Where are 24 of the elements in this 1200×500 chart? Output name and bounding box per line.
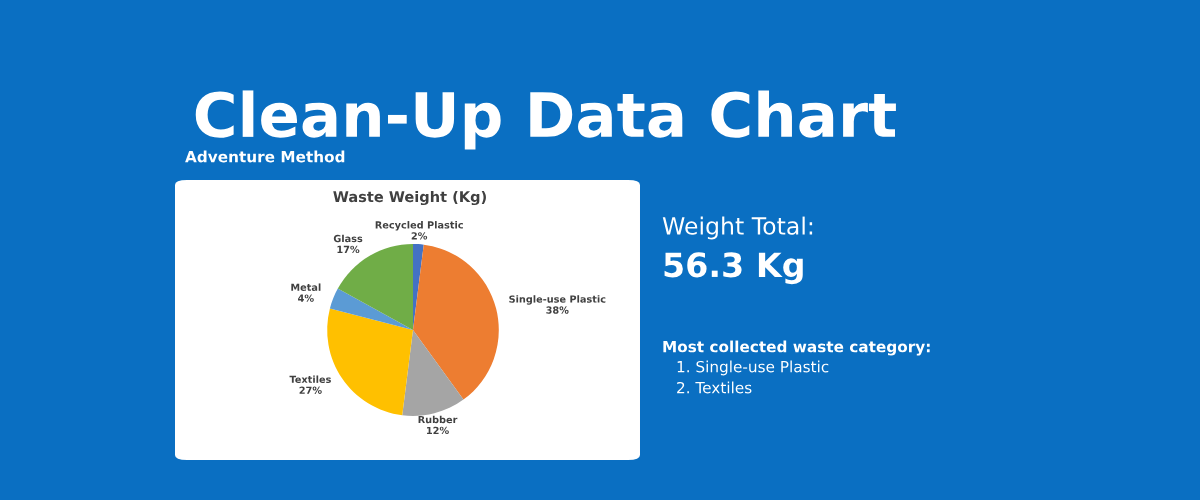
slice-label: Glass: [333, 234, 363, 243]
data-label: 2%: [411, 232, 428, 240]
data-label: 4%: [298, 294, 314, 302]
data-label: 12%: [427, 426, 449, 435]
text: Weight Total:: [662, 216, 813, 240]
text: 1. Single-use Plastic: [677, 360, 829, 376]
text: 2. Textiles: [677, 381, 752, 394]
slice-label: Recycled Plastic: [375, 221, 463, 231]
data-label: 27%: [299, 386, 322, 394]
slice-label: Rubber: [418, 415, 458, 424]
chart-title: Clean-Up Data Chart: [195, 90, 896, 150]
data-label: 17%: [337, 245, 360, 254]
text: Most collected waste category:: [663, 340, 930, 356]
text: Waste Weight (Kg): [333, 190, 486, 206]
chart-subtitle: Adventure Method: [185, 150, 345, 163]
data-label: 38%: [546, 306, 569, 314]
pie-slice: [413, 244, 499, 400]
text: 56.3 Kg: [664, 252, 803, 285]
slice-label: Single-use Plastic: [509, 295, 606, 305]
pie-slice: [329, 288, 413, 330]
pie-slice: [402, 330, 464, 417]
slice-label: Metal: [291, 283, 321, 291]
slice-label: Textiles: [289, 375, 331, 383]
pie-slice: [337, 243, 413, 330]
